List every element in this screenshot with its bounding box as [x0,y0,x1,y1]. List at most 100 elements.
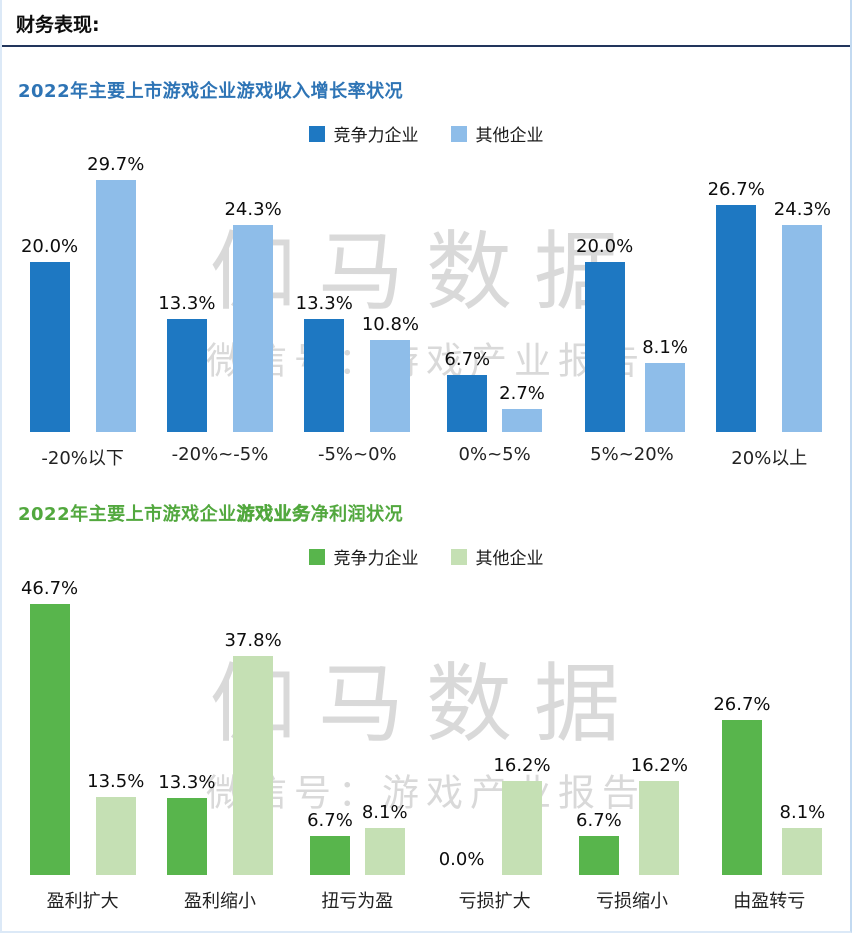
value-label: 0.0% [438,849,485,871]
bar [29,604,70,875]
bar [639,781,680,875]
chart-title: 2022年主要上市游戏企业游戏业务净利润状况 [18,500,834,526]
bar-column: 37.8% [224,630,282,875]
legend-swatch-secondary [450,548,467,565]
value-label: 13.5% [87,771,145,793]
bar [584,262,625,432]
bar-group: 20.0% 8.1% 5%~20% [563,154,700,470]
bar [95,180,136,432]
category-label: 亏损扩大 [458,891,531,912]
bar [782,828,823,875]
bar-column: 0.0% [439,850,485,875]
plot-area: 伽马数据 微信号：游戏产业报告 46.7% 13.5% 盈利扩大 13.3% 37.8% 盈利… [14,577,838,913]
bar-group: 0.0% 16.2% 亏损扩大 [426,577,563,913]
bar [309,836,350,875]
legend-item: 竞争力企业 [308,121,419,146]
bar-group: 13.3% 10.8% -5%~0% [289,154,426,470]
value-label: 16.2% [493,755,551,777]
legend-item: 竞争力企业 [308,544,419,569]
bar [502,781,543,875]
bar-column: 13.3% [158,773,215,875]
value-label: 26.7% [707,179,765,201]
bar-pair: 0.0% 16.2% [439,756,551,875]
chart-title-part: 游戏业务 [236,504,311,526]
bar-column: 46.7% [21,579,78,875]
bar-column: 24.3% [774,200,831,432]
bar-column: 24.3% [224,199,282,432]
bar [166,319,207,432]
bar-column: 10.8% [362,315,419,432]
value-label: 24.3% [224,199,282,221]
value-label: 13.3% [158,293,216,315]
bar [304,319,345,432]
category-label: 盈利扩大 [46,891,119,912]
bar-pair: 20.0% 8.1% [576,237,688,432]
value-label: 26.7% [713,694,771,716]
bar-pair: 6.7% 16.2% [576,756,688,875]
bar-column: 8.1% [362,803,408,875]
chart-title: 2022年主要上市游戏企业游戏收入增长率状况 [18,77,834,103]
category-label: -5%~0% [317,444,397,465]
revenue-growth-chart: 2022年主要上市游戏企业游戏收入增长率状况 竞争力企业 其他企业 伽马数据 微信号：游… [2,77,850,470]
bar [166,798,207,875]
bar-group: 6.7% 2.7% 0%~5% [426,154,563,470]
value-label: 8.1% [642,337,688,359]
bar-column: 26.7% [708,180,765,432]
bar [721,720,762,875]
value-label: 13.3% [295,293,353,315]
bar-pair: 26.7% 8.1% [713,695,825,875]
value-label: 13.3% [158,772,216,794]
value-label: 6.7% [307,810,353,832]
value-label: 46.7% [20,578,79,600]
legend: 竞争力企业 其他企业 [14,544,838,569]
value-label: 6.7% [576,810,622,832]
bar-group: 26.7% 24.3% 20%以上 [701,154,838,470]
category-label: 扭亏为盈 [321,891,394,912]
value-label: 20.0% [576,236,634,258]
bar [233,225,274,432]
bar-group: 46.7% 13.5% 盈利扩大 [14,577,151,913]
value-label: 29.7% [87,154,145,176]
category-label: 20%以上 [731,448,808,469]
bar [782,225,823,432]
category-label: 盈利缩小 [183,891,256,912]
page-title-text: 财务表现: [16,14,100,36]
bar-group: 20.0% 29.7% -20%以下 [14,154,151,470]
bar-group: 26.7% 8.1% 由盈转亏 [701,577,838,913]
bar-pair: 26.7% 24.3% [708,180,831,432]
legend-label: 竞争力企业 [333,549,419,569]
legend-swatch-secondary [450,125,467,142]
chart-title-part: 2022年主要上市游戏企业 [18,504,237,525]
value-label: 37.8% [224,630,282,652]
bar [95,797,136,875]
bar-pair: 13.3% 10.8% [296,294,419,432]
bar [716,205,757,432]
bar-column: 6.7% [307,811,353,875]
bar-groups: 20.0% 29.7% -20%以下 13.3% 24.3% -20%~-5% 13.3% 1… [14,154,838,470]
header-divider [2,45,850,47]
net-profit-chart: 2022年主要上市游戏企业游戏业务净利润状况 竞争力企业 其他企业 伽马数据 微信号：游… [2,500,850,913]
bar-pair: 20.0% 29.7% [21,155,144,432]
bar [29,262,70,432]
category-label: -20%以下 [41,448,124,469]
bar-column: 2.7% [499,384,545,432]
value-label: 16.2% [630,755,688,777]
legend-label: 其他企业 [475,549,544,569]
category-label: 0%~5% [458,444,531,465]
bar-groups: 46.7% 13.5% 盈利扩大 13.3% 37.8% 盈利缩小 6.7% 8.1% 扭亏为盈… [14,577,838,913]
bar-column: 26.7% [713,694,771,875]
bar-column: 20.0% [576,237,633,432]
bar-pair: 13.3% 24.3% [158,199,282,432]
legend-label: 其他企业 [475,126,544,146]
bar-pair: 13.3% 37.8% [158,630,282,875]
bar-column: 13.5% [87,772,144,875]
value-label: 2.7% [499,383,545,405]
bar-column: 16.2% [493,755,551,875]
bar-pair: 46.7% 13.5% [21,579,144,875]
chart-title-part: 2022年主要上市游戏企业游戏收入增长率状况 [18,81,404,102]
bar [578,836,619,875]
legend-item: 其他企业 [450,121,544,146]
legend-swatch-primary [308,125,325,142]
value-label: 20.0% [20,236,79,258]
